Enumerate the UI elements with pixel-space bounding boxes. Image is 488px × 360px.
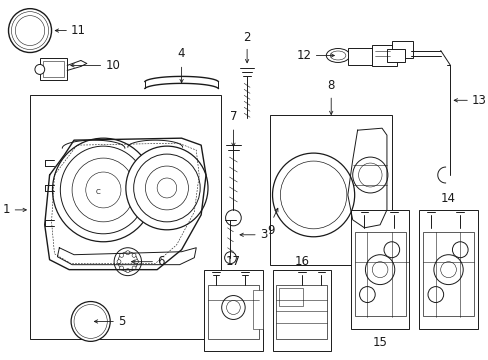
Circle shape — [145, 166, 188, 210]
Circle shape — [225, 210, 241, 226]
Circle shape — [226, 301, 240, 315]
Circle shape — [358, 163, 381, 187]
Circle shape — [52, 138, 154, 242]
Circle shape — [71, 302, 110, 341]
Bar — [269, 115, 391, 265]
Circle shape — [11, 12, 48, 50]
Ellipse shape — [329, 51, 345, 60]
Circle shape — [132, 266, 136, 270]
Circle shape — [157, 178, 176, 198]
Circle shape — [371, 262, 387, 278]
Text: 12: 12 — [296, 49, 311, 62]
Bar — [276, 285, 326, 339]
Text: 11: 11 — [71, 24, 86, 37]
Circle shape — [125, 251, 129, 255]
Circle shape — [117, 260, 121, 264]
Circle shape — [80, 310, 101, 332]
Circle shape — [221, 296, 244, 319]
Circle shape — [13, 14, 46, 48]
Text: 4: 4 — [178, 48, 185, 60]
Circle shape — [365, 255, 394, 285]
Circle shape — [8, 9, 51, 53]
Circle shape — [125, 146, 207, 230]
Ellipse shape — [325, 49, 349, 62]
Text: 6: 6 — [157, 255, 164, 268]
Bar — [350, 210, 408, 329]
Circle shape — [224, 252, 236, 264]
Text: 8: 8 — [327, 79, 334, 92]
Text: 10: 10 — [105, 59, 120, 72]
Circle shape — [125, 269, 129, 273]
Circle shape — [383, 242, 399, 258]
Bar — [203, 270, 262, 351]
Text: 2: 2 — [243, 31, 250, 44]
Circle shape — [272, 153, 354, 237]
Circle shape — [427, 287, 443, 302]
Circle shape — [114, 248, 141, 276]
Bar — [354, 232, 405, 316]
Circle shape — [132, 253, 136, 257]
Circle shape — [74, 305, 107, 338]
Circle shape — [451, 242, 467, 258]
Bar — [207, 285, 258, 339]
Bar — [30, 95, 220, 339]
Bar — [386, 49, 404, 62]
Text: 15: 15 — [372, 336, 386, 350]
Text: 3: 3 — [259, 228, 266, 241]
Bar — [347, 48, 376, 66]
Text: 1: 1 — [3, 203, 10, 216]
Circle shape — [352, 157, 387, 193]
Circle shape — [17, 18, 42, 44]
Circle shape — [120, 266, 123, 270]
Circle shape — [15, 15, 44, 45]
Bar — [371, 45, 396, 67]
Text: 7: 7 — [229, 110, 237, 123]
Bar — [272, 270, 330, 351]
Circle shape — [134, 260, 138, 264]
Text: 5: 5 — [118, 315, 125, 328]
Circle shape — [440, 262, 455, 278]
Circle shape — [85, 172, 121, 208]
Circle shape — [280, 161, 346, 229]
Circle shape — [35, 64, 44, 75]
Bar — [391, 41, 412, 58]
Text: C: C — [96, 189, 101, 195]
Circle shape — [72, 158, 134, 222]
Bar — [42, 62, 64, 77]
Text: 17: 17 — [225, 255, 241, 268]
Bar — [279, 288, 302, 306]
Bar — [422, 232, 473, 316]
Circle shape — [433, 255, 462, 285]
Circle shape — [77, 307, 104, 336]
Bar — [252, 289, 262, 329]
Text: 14: 14 — [440, 192, 455, 205]
Text: 13: 13 — [471, 94, 486, 107]
Text: 16: 16 — [294, 255, 309, 268]
Circle shape — [60, 146, 146, 234]
Circle shape — [359, 287, 374, 302]
Circle shape — [133, 154, 200, 222]
Bar — [418, 210, 477, 329]
Bar — [40, 58, 67, 80]
Text: 9: 9 — [266, 224, 274, 237]
Circle shape — [118, 252, 137, 272]
Circle shape — [120, 253, 123, 257]
